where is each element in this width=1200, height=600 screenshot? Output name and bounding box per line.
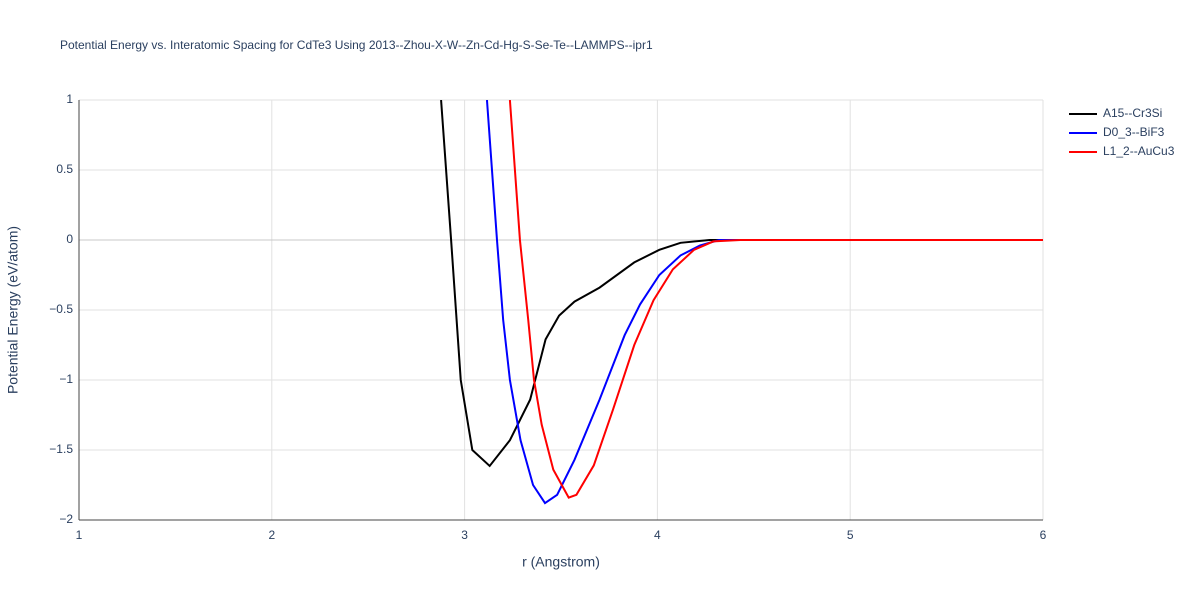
- legend-label: D0_3--BiF3: [1103, 125, 1165, 139]
- line-series: [485, 100, 1043, 505]
- x-tick-label: 2: [268, 528, 275, 542]
- y-tick-label: 1: [66, 92, 73, 106]
- line-series: [440, 100, 1043, 468]
- x-tick-label: 4: [654, 528, 661, 542]
- x-tick-label: 1: [76, 528, 83, 542]
- x-tick-label: 3: [461, 528, 468, 542]
- y-tick-label: −1: [59, 372, 73, 386]
- y-tick-label: −0.5: [49, 302, 73, 316]
- legend-label: A15--Cr3Si: [1103, 106, 1162, 120]
- x-axis-label: r (Angstrom): [522, 554, 600, 570]
- chart-title: Potential Energy vs. Interatomic Spacing…: [60, 38, 653, 52]
- y-tick-label: 0.5: [56, 162, 73, 176]
- y-tick-label: 0: [66, 232, 73, 246]
- x-tick-label: 5: [847, 528, 854, 542]
- plot-area: [440, 100, 1043, 505]
- x-tick-label: 6: [1040, 528, 1047, 542]
- y-axis-label: Potential Energy (eV/atom): [5, 226, 21, 394]
- y-tick-label: −1.5: [49, 442, 73, 456]
- y-tick-label: −2: [59, 512, 73, 526]
- line-series: [508, 100, 1043, 499]
- legend-label: L1_2--AuCu3: [1103, 144, 1175, 158]
